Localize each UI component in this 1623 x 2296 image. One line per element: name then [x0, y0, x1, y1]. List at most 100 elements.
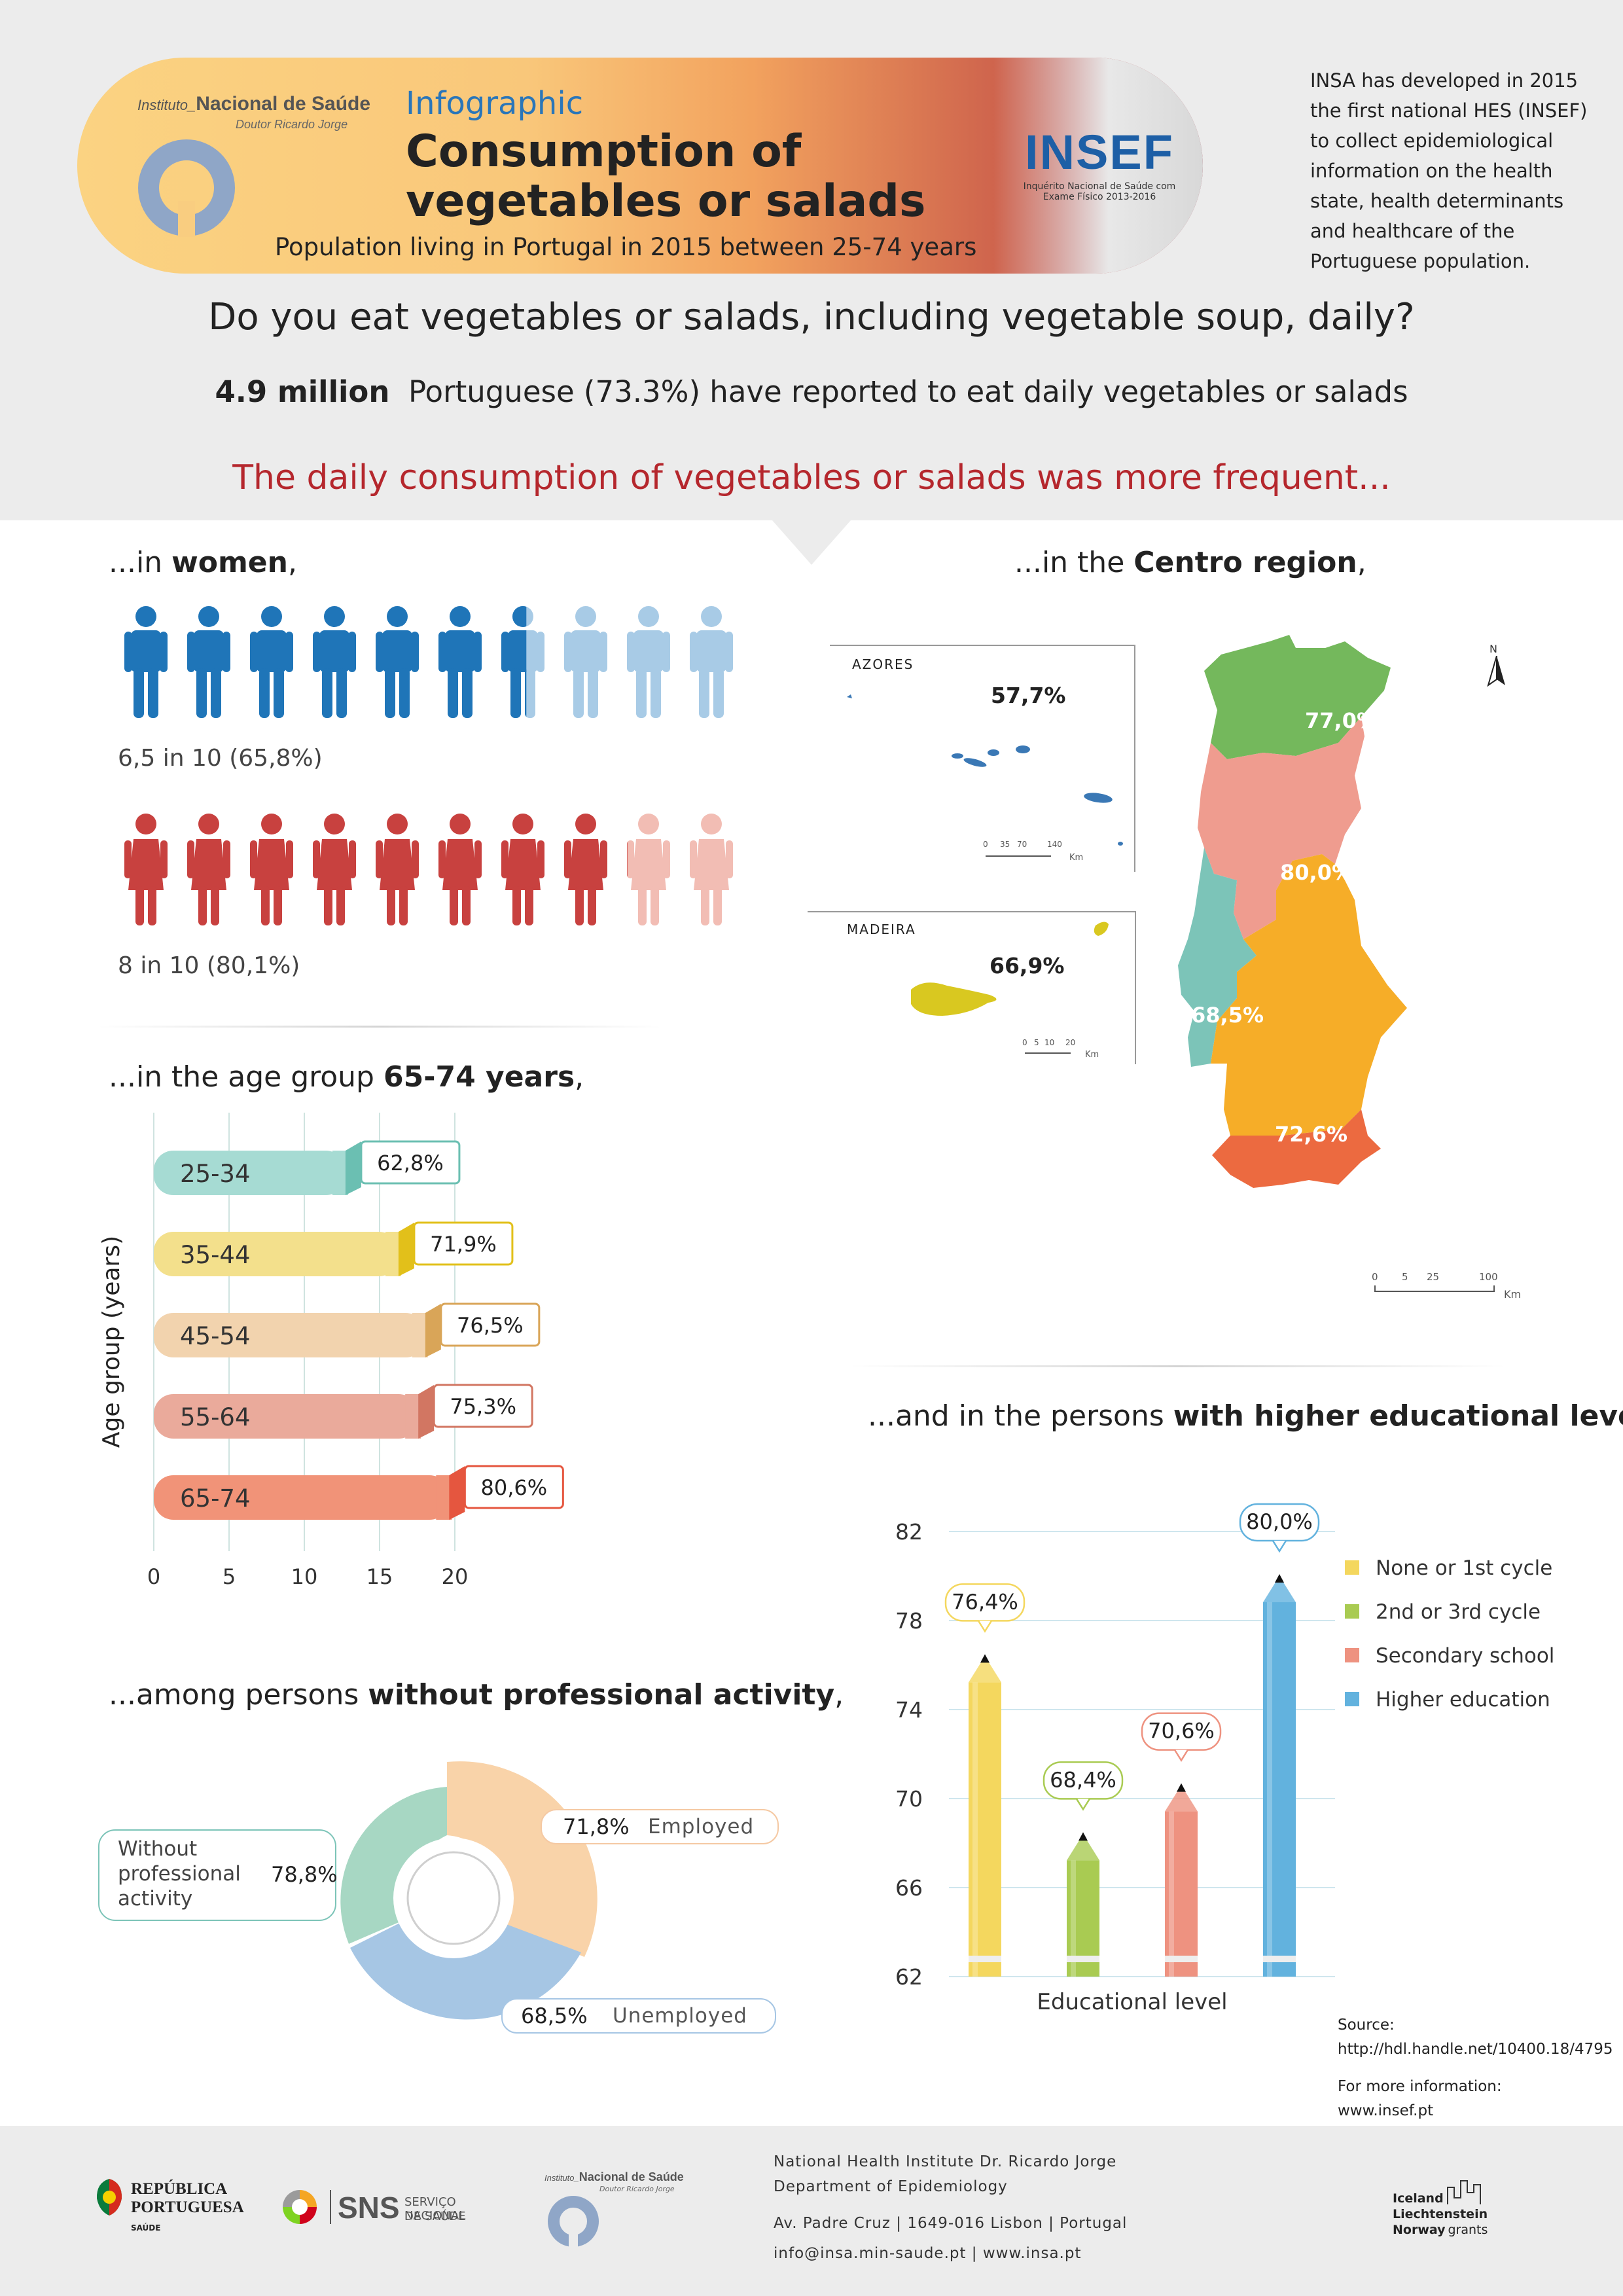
women-pictogram-row [124, 814, 733, 925]
woman-figure [313, 814, 356, 925]
value-box [360, 1140, 461, 1185]
unemployed-value: 68,5% [521, 2003, 588, 2028]
intro-line: information on the health [1310, 160, 1553, 182]
title-pre: ...among persons [109, 1678, 368, 1712]
republica-l1: REPÚBLICA [131, 2180, 228, 2198]
sns-emblem-icon [283, 2190, 317, 2224]
madeira-inset: MADEIRA 66,9% 0 5 10 20 Km [808, 911, 1136, 1064]
pencil-body [1263, 1602, 1296, 1977]
insef-logo: INSEF Inquérito Nacional de Saúde com Ex… [1021, 124, 1178, 229]
azores-islands [847, 694, 1123, 846]
women-section-title: ...in women, [109, 546, 297, 579]
bar [154, 1232, 399, 1276]
man-figure [376, 606, 419, 718]
category-label: 25-34 [180, 1160, 251, 1188]
woman-figure [564, 814, 607, 925]
scale-unit: Km [1085, 1050, 1099, 1060]
woman-figure [187, 814, 230, 925]
grants-l3-wrap: Norway grants [1393, 2223, 1488, 2237]
bar [154, 1475, 450, 1520]
madeira-value: 66,9% [990, 953, 1065, 978]
pencil-body [969, 1682, 1001, 1977]
without-label-3: activity [118, 1887, 193, 1910]
sns-logo: SNS SERVIÇO NACIONAL DE SAÚDE [280, 2185, 516, 2231]
without-label-2: professional [118, 1862, 241, 1886]
without-callout: Without professional activity 78,8% [98, 1829, 338, 1921]
category-label: 65-74 [180, 1484, 251, 1513]
scale-tick: 35 [1000, 840, 1010, 849]
legend-swatch [1345, 1692, 1359, 1706]
scale-tick: 5 [1034, 1038, 1039, 1047]
address-line: Av. Padre Cruz | 1649-016 Lisbon | Portu… [774, 2215, 1128, 2232]
partial-figure [627, 842, 628, 877]
region-algarve [1212, 1109, 1381, 1188]
madeira-islands [911, 922, 1109, 1016]
category-label: 35-44 [180, 1241, 251, 1269]
insa-prefix: Instituto_ [544, 2173, 579, 2183]
pencil-band [1263, 1956, 1296, 1962]
man-figure [313, 606, 356, 718]
title-post: , [1357, 546, 1366, 579]
pencil-tip [1067, 1834, 1099, 1861]
category-label: 55-64 [180, 1403, 251, 1431]
address-line: Department of Epidemiology [774, 2178, 1008, 2195]
source-block: Source: http://hdl.handle.net/10400.18/4… [1338, 2013, 1613, 2123]
kicker: Infographic [406, 85, 584, 122]
legend-label: None or 1st cycle [1376, 1556, 1552, 1580]
scale-tick: 25 [1427, 1271, 1440, 1283]
scale-tick: 5 [1402, 1271, 1408, 1283]
insa-sub: Doutor Ricardo Jorge [599, 2185, 675, 2193]
intro-line: and healthcare of the [1310, 220, 1515, 242]
scale-unit: Km [1504, 1288, 1522, 1300]
sns-wordmark: SNS [338, 2191, 400, 2225]
republica-l2: PORTUGUESA [131, 2198, 244, 2216]
pie-slice-unemployed [350, 1915, 581, 2020]
pencil-bar: 80,0% [1239, 1503, 1320, 1977]
value-box [463, 1465, 564, 1509]
insa-prefix: Instituto_ [137, 97, 196, 113]
title-pre: ...in [109, 546, 172, 579]
title-pre: ...in the [1014, 546, 1134, 579]
value-label: 80,6% [481, 1475, 548, 1500]
callout-bubble [944, 1583, 1026, 1622]
bar-group: 62,8% 25-34 [154, 1140, 461, 1195]
intro-line: state, health determinants [1310, 190, 1564, 212]
without-label-1: Without [118, 1837, 198, 1861]
title-bold: women [171, 546, 288, 579]
address-line[interactable]: info@insa.min-saude.pt | www.insa.pt [774, 2245, 1082, 2262]
woman-figure [501, 814, 544, 925]
pencil-band [1067, 1956, 1099, 1962]
x-tick-label: 10 [291, 1564, 318, 1589]
region-value-norte: 77,0% [1305, 708, 1378, 733]
scale-tick: 0 [1022, 1038, 1027, 1047]
education-pencil-chart: 82 78 74 70 66 62 Educational level 76,4% None o… [895, 1503, 1554, 2015]
x-tick-label: 15 [366, 1564, 393, 1589]
sns-l1: SERVIÇO NACIONAL [404, 2195, 466, 2223]
sns-l2: DE SAÚDE [404, 2210, 466, 2223]
source-url[interactable]: http://hdl.handle.net/10400.18/4795 [1338, 2041, 1613, 2058]
pencil-lead [1079, 1832, 1088, 1841]
title-bold: 65-74 years [383, 1060, 575, 1094]
insa-sub: Doutor Ricardo Jorge [236, 118, 348, 131]
more-url[interactable]: www.insef.pt [1338, 2102, 1434, 2119]
madeira-scale: 0 5 10 20 Km [1022, 1038, 1110, 1060]
grants-l4: grants [1448, 2223, 1488, 2237]
insa-name: Nacional de Saúde [579, 2170, 684, 2183]
region-alentejo [1211, 854, 1407, 1136]
north-label: N [1489, 643, 1497, 655]
madeira-label: MADEIRA [847, 922, 916, 937]
region-value-alentejo: 72,6% [1275, 1122, 1348, 1147]
y-tick-label: 74 [895, 1697, 923, 1723]
scale-tick: 140 [1047, 840, 1062, 849]
region-value-algarve: 69,8% [1253, 1249, 1326, 1274]
bar-group: 75,3% 55-64 [154, 1384, 533, 1439]
legend-label: Higher education [1376, 1688, 1550, 1712]
intro-text: INSA has developed in 2015 the first nat… [1310, 65, 1588, 276]
age-section-title: ...in the age group 65-74 years, [109, 1060, 584, 1094]
x-tick-label: 20 [442, 1564, 469, 1589]
pencil-lead [980, 1654, 990, 1663]
y-tick-label: 70 [895, 1786, 923, 1812]
value-box [433, 1384, 533, 1428]
grants-l2: Liechtenstein [1393, 2207, 1488, 2221]
grants-l3: Norway [1393, 2223, 1446, 2237]
